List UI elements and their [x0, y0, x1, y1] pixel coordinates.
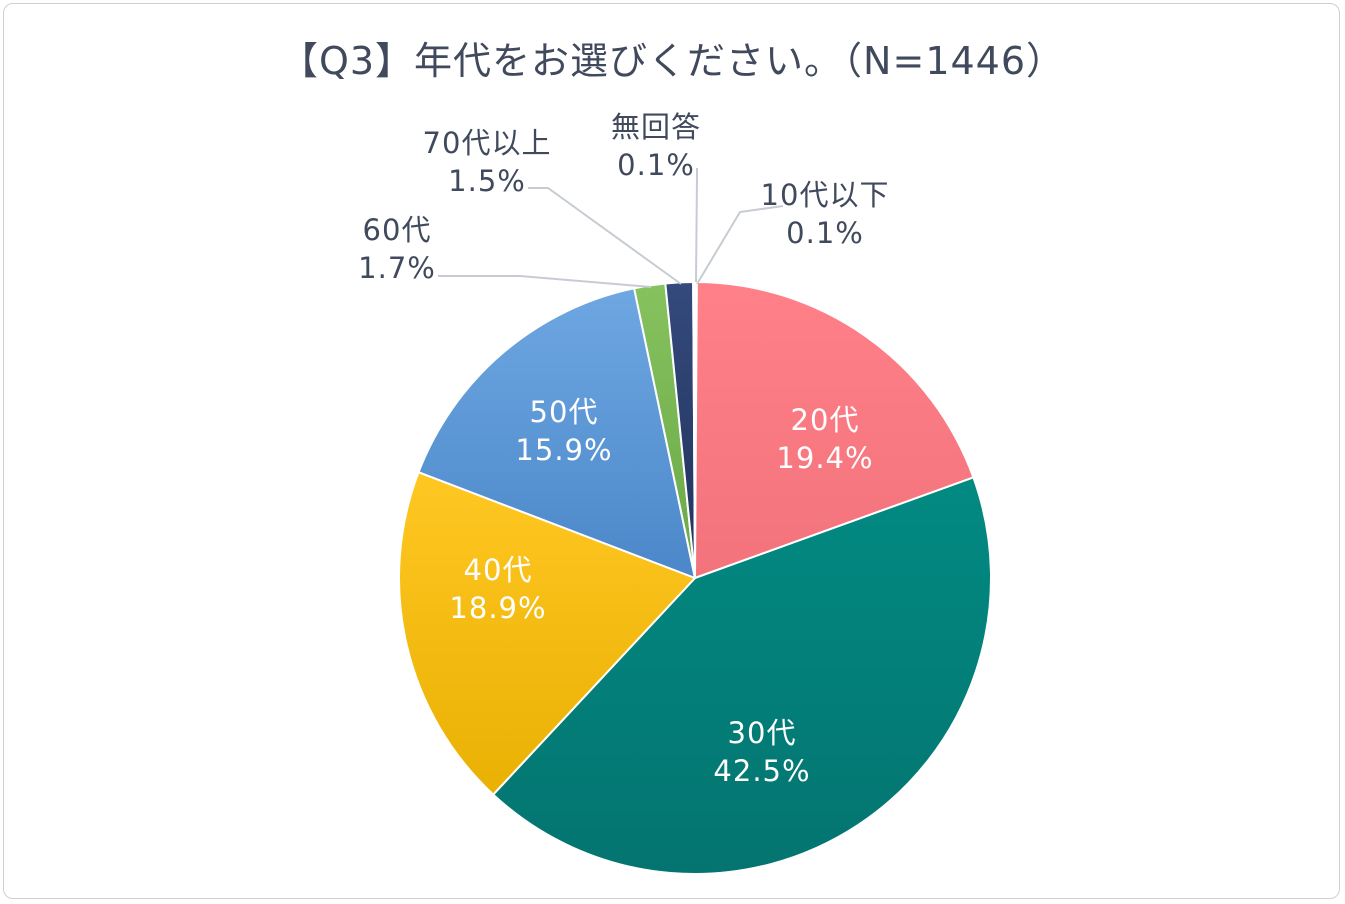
leader-lines: [438, 168, 784, 288]
leader-line-5: [438, 275, 652, 288]
slice-category-label: 10代以下: [761, 178, 890, 212]
slice-category-label: 30代: [728, 716, 797, 750]
pie-slice-4: [417, 287, 696, 579]
slice-category-label: 50代: [530, 395, 599, 429]
slice-label-5: 60代 1.7%: [358, 213, 436, 285]
slice-label-1: 20代 19.4%: [776, 403, 873, 475]
slice-value-label: 0.1%: [617, 148, 695, 182]
leader-line-6: [528, 187, 682, 285]
slice-value-label: 1.7%: [358, 251, 436, 285]
slice-category-label: 40代: [464, 553, 533, 587]
slice-label-2: 30代 42.5%: [713, 716, 810, 788]
pie-slice-7: [692, 281, 696, 579]
leader-line-7: [695, 168, 698, 283]
slice-labels: 10代以下 0.1% 20代 19.4% 30代 42.5% 40代 18.9% 50代 15.9…: [358, 110, 890, 788]
slice-category-label: 無回答: [611, 110, 701, 144]
slice-value-label: 1.5%: [448, 164, 526, 198]
slice-category-label: 20代: [791, 403, 860, 437]
slice-value-label: 0.1%: [786, 216, 864, 250]
slice-label-0: 10代以下 0.1%: [761, 178, 890, 250]
pie-slices: [398, 281, 992, 875]
slice-value-label: 15.9%: [515, 433, 612, 467]
slice-label-6: 70代以上 1.5%: [423, 126, 552, 198]
slice-value-label: 18.9%: [449, 591, 546, 625]
slice-value-label: 19.4%: [776, 441, 873, 475]
chart-title: 【Q3】年代をお選びください。（N=1446）: [279, 39, 1066, 83]
pie-slice-3: [398, 471, 696, 796]
slice-label-7: 無回答 0.1%: [611, 110, 701, 182]
pie-slice-1: [694, 281, 975, 579]
slice-label-4: 50代 15.9%: [515, 395, 612, 467]
slice-value-label: 42.5%: [713, 754, 810, 788]
slice-label-3: 40代 18.9%: [449, 553, 546, 625]
slice-category-label: 60代: [363, 213, 432, 247]
slice-category-label: 70代以上: [423, 126, 552, 160]
pie-slice-2: [492, 476, 992, 875]
leader-line-0: [696, 205, 784, 285]
